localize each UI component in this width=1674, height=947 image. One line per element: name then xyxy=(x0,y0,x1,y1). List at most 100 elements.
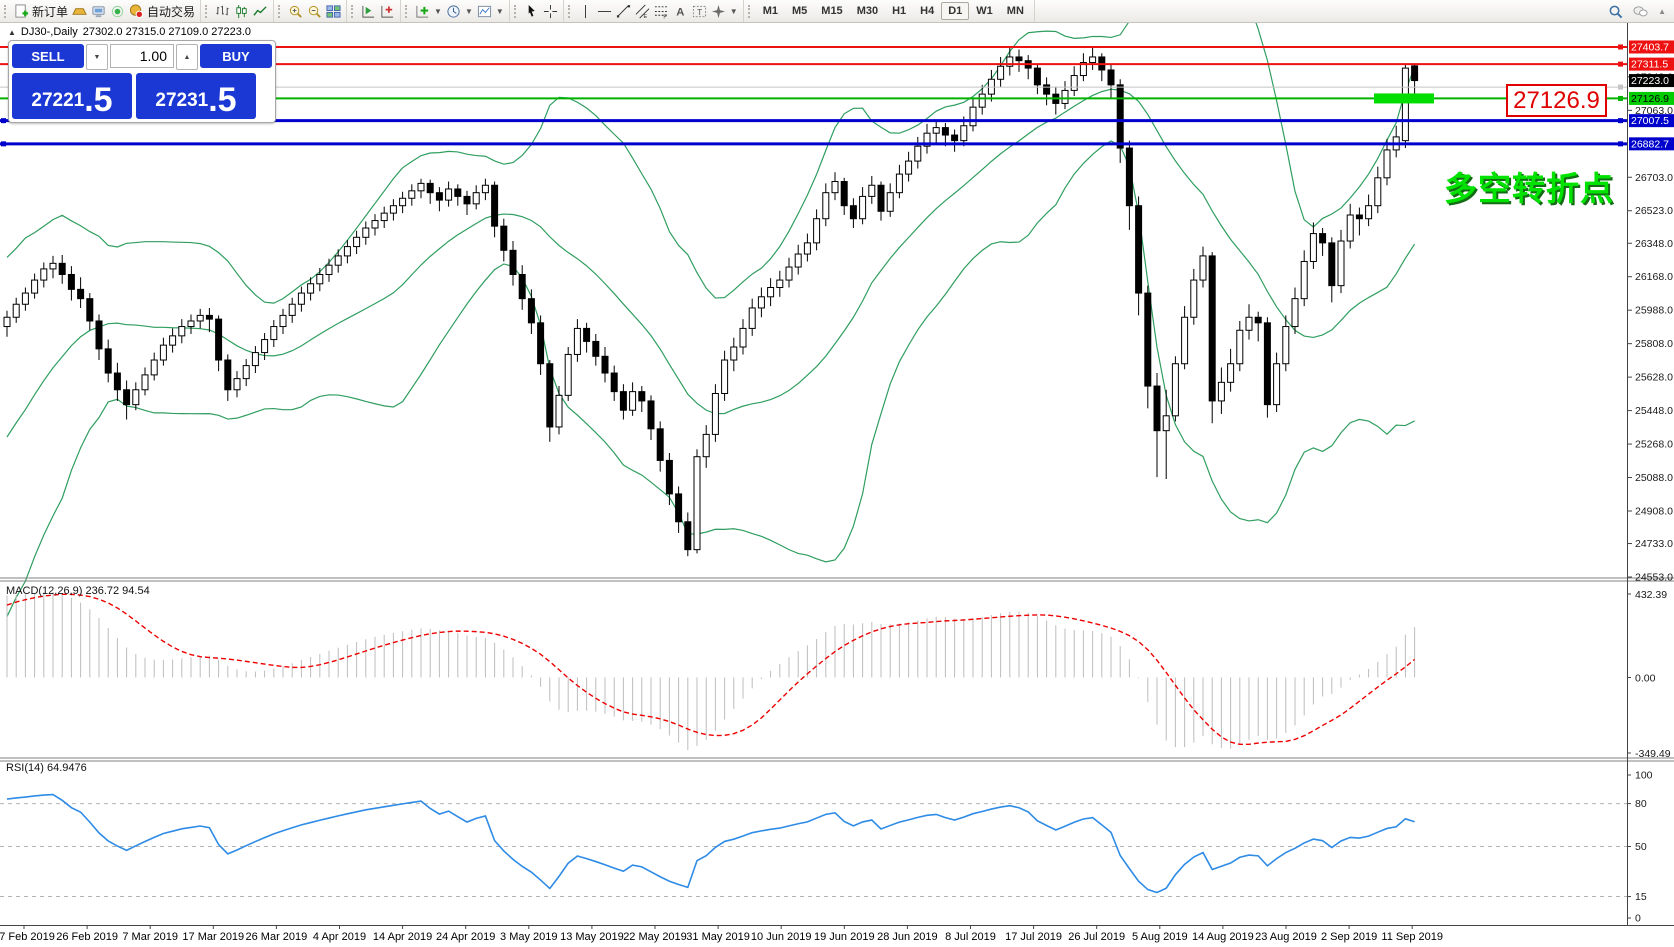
svg-text:3 May 2019: 3 May 2019 xyxy=(500,931,557,943)
svg-text:A: A xyxy=(676,6,684,18)
toolbar-grip xyxy=(405,4,409,18)
svg-text:11 Sep 2019: 11 Sep 2019 xyxy=(1381,931,1443,943)
svg-text:27403.7: 27403.7 xyxy=(1631,41,1669,53)
timeframe-H1[interactable]: H1 xyxy=(892,5,907,17)
svg-text:17 Mar 2019: 17 Mar 2019 xyxy=(182,931,244,943)
svg-text:26703.0: 26703.0 xyxy=(1635,172,1673,184)
chinese-annotation: 多空转折点 xyxy=(1444,170,1614,207)
buy-button[interactable]: BUY xyxy=(200,44,272,68)
svg-text:10 Jun 2019: 10 Jun 2019 xyxy=(751,931,812,943)
svg-text:F: F xyxy=(663,14,667,18)
chart-line-icon[interactable] xyxy=(251,3,270,20)
timeframe-D1[interactable]: D1 xyxy=(941,2,970,20)
chat-icon[interactable] xyxy=(1631,3,1650,20)
svg-text:13 May 2019: 13 May 2019 xyxy=(560,931,624,943)
svg-text:T: T xyxy=(697,6,702,16)
buy-price-fraction: .5 xyxy=(208,81,237,120)
sell-price-button[interactable]: 27221 .5 xyxy=(12,73,132,119)
zoom-out-icon[interactable] xyxy=(305,3,324,20)
volume-input[interactable]: 1.00 xyxy=(110,44,174,68)
svg-text:E: E xyxy=(643,14,647,19)
deposit-icon[interactable] xyxy=(70,3,89,20)
svg-text:24733.0: 24733.0 xyxy=(1635,538,1673,550)
periods-menu[interactable]: ▼ xyxy=(444,3,475,20)
autotrading-button[interactable]: 自动交易 xyxy=(127,2,197,21)
svg-text:27223.0: 27223.0 xyxy=(1631,75,1669,87)
volume-increase-button[interactable]: ▲ xyxy=(176,44,198,70)
toolbar-grip xyxy=(567,4,572,18)
chart-bars-icon[interactable] xyxy=(213,3,232,20)
timeframe-M5[interactable]: M5 xyxy=(792,5,808,17)
arrange-windows-icon[interactable] xyxy=(378,3,397,20)
crosshair-icon[interactable] xyxy=(541,3,560,20)
toolbar-grip xyxy=(278,4,282,18)
svg-text:17 Feb 2019: 17 Feb 2019 xyxy=(0,931,55,943)
svg-text:27126.9: 27126.9 xyxy=(1631,93,1669,105)
svg-text:25808.0: 25808.0 xyxy=(1635,338,1673,350)
text-label-icon[interactable]: T xyxy=(690,3,709,20)
chevron-down-icon[interactable]: ▼ xyxy=(495,6,504,16)
svg-text:100: 100 xyxy=(1635,770,1653,782)
buy-price-main: 27231 xyxy=(155,90,209,111)
equidistant-channel-icon[interactable]: E xyxy=(633,3,652,20)
svg-text:25988.0: 25988.0 xyxy=(1635,305,1673,317)
svg-text:-349.49: -349.49 xyxy=(1635,748,1671,760)
svg-text:27063.0: 27063.0 xyxy=(1635,105,1673,117)
svg-text:26882.7: 26882.7 xyxy=(1631,138,1669,150)
svg-text:5 Aug 2019: 5 Aug 2019 xyxy=(1132,931,1188,943)
volume-decrease-button[interactable]: ▼ xyxy=(86,44,108,70)
price-callout-box: 27126.9 xyxy=(1506,84,1607,117)
chart-candles-icon[interactable] xyxy=(232,3,251,20)
templates-menu[interactable]: ▼ xyxy=(475,3,506,20)
svg-text:19 Jun 2019: 19 Jun 2019 xyxy=(814,931,875,943)
fibonacci-icon[interactable]: F xyxy=(652,3,671,20)
svg-text:80: 80 xyxy=(1635,798,1647,810)
vertical-line-icon[interactable] xyxy=(576,3,595,20)
svg-text:4 Apr 2019: 4 Apr 2019 xyxy=(313,931,366,943)
cursor-icon[interactable] xyxy=(522,3,541,20)
svg-text:8 Jul 2019: 8 Jul 2019 xyxy=(945,931,996,943)
arrange-charts-icon[interactable] xyxy=(359,3,378,20)
zoom-in-icon[interactable] xyxy=(286,3,305,20)
search-icon[interactable] xyxy=(1606,3,1625,20)
svg-text:0.00: 0.00 xyxy=(1635,672,1656,684)
indicators-menu[interactable]: ▼ xyxy=(413,3,444,20)
timeframe-M1[interactable]: M1 xyxy=(762,5,778,17)
trendline-icon[interactable] xyxy=(614,3,633,20)
svg-text:31 May 2019: 31 May 2019 xyxy=(686,931,750,943)
tile-windows-icon[interactable] xyxy=(324,3,343,20)
signals-icon[interactable] xyxy=(108,3,127,20)
vps-icon[interactable] xyxy=(89,3,108,20)
shapes-menu[interactable]: ▼ xyxy=(709,3,740,20)
svg-text:7 Mar 2019: 7 Mar 2019 xyxy=(122,931,178,943)
timeframe-MN[interactable]: MN xyxy=(1006,5,1024,17)
svg-text:25088.0: 25088.0 xyxy=(1635,472,1673,484)
svg-text:26168.0: 26168.0 xyxy=(1635,271,1673,283)
svg-text:26523.0: 26523.0 xyxy=(1635,205,1673,217)
chevron-down-icon[interactable]: ▼ xyxy=(434,6,442,16)
svg-text:24908.0: 24908.0 xyxy=(1635,505,1673,517)
svg-text:26 Jul 2019: 26 Jul 2019 xyxy=(1068,931,1125,943)
chevron-down-icon[interactable]: ▼ xyxy=(729,6,738,16)
toolbar-grip xyxy=(205,4,209,18)
ohlc-values: 27302.0 27315.0 27109.0 27223.0 xyxy=(82,26,251,38)
horizontal-line-icon[interactable] xyxy=(595,3,614,20)
timeframe-W1[interactable]: W1 xyxy=(976,5,993,17)
timeframe-M15[interactable]: M15 xyxy=(821,5,843,17)
sell-button[interactable]: SELL xyxy=(12,44,84,68)
svg-text:28 Jun 2019: 28 Jun 2019 xyxy=(877,931,938,943)
timeframe-H4[interactable]: H4 xyxy=(920,5,935,17)
chart-title: ▲ DJ30-,Daily 27302.0 27315.0 27109.0 27… xyxy=(8,26,251,38)
buy-price-button[interactable]: 27231 .5 xyxy=(136,73,256,119)
svg-text:26 Feb 2019: 26 Feb 2019 xyxy=(56,931,118,943)
sell-price-fraction: .5 xyxy=(84,81,113,120)
toolbar: 新订单 自动交易 ▼ ▼ ▼ E F A T ▼ M1 M5 M15 M30 H1 H4 D1 W1 MN ▲ xyxy=(0,0,1674,23)
text-icon[interactable]: A xyxy=(671,3,690,20)
toolbar-overflow-icon[interactable]: ▲ xyxy=(1658,6,1666,16)
new-order-button[interactable]: 新订单 xyxy=(12,2,70,21)
svg-text:432.39: 432.39 xyxy=(1635,589,1667,601)
chevron-down-icon[interactable]: ▼ xyxy=(464,6,473,16)
timeframe-M30[interactable]: M30 xyxy=(856,5,879,17)
collapse-arrow-icon[interactable]: ▲ xyxy=(8,27,16,37)
